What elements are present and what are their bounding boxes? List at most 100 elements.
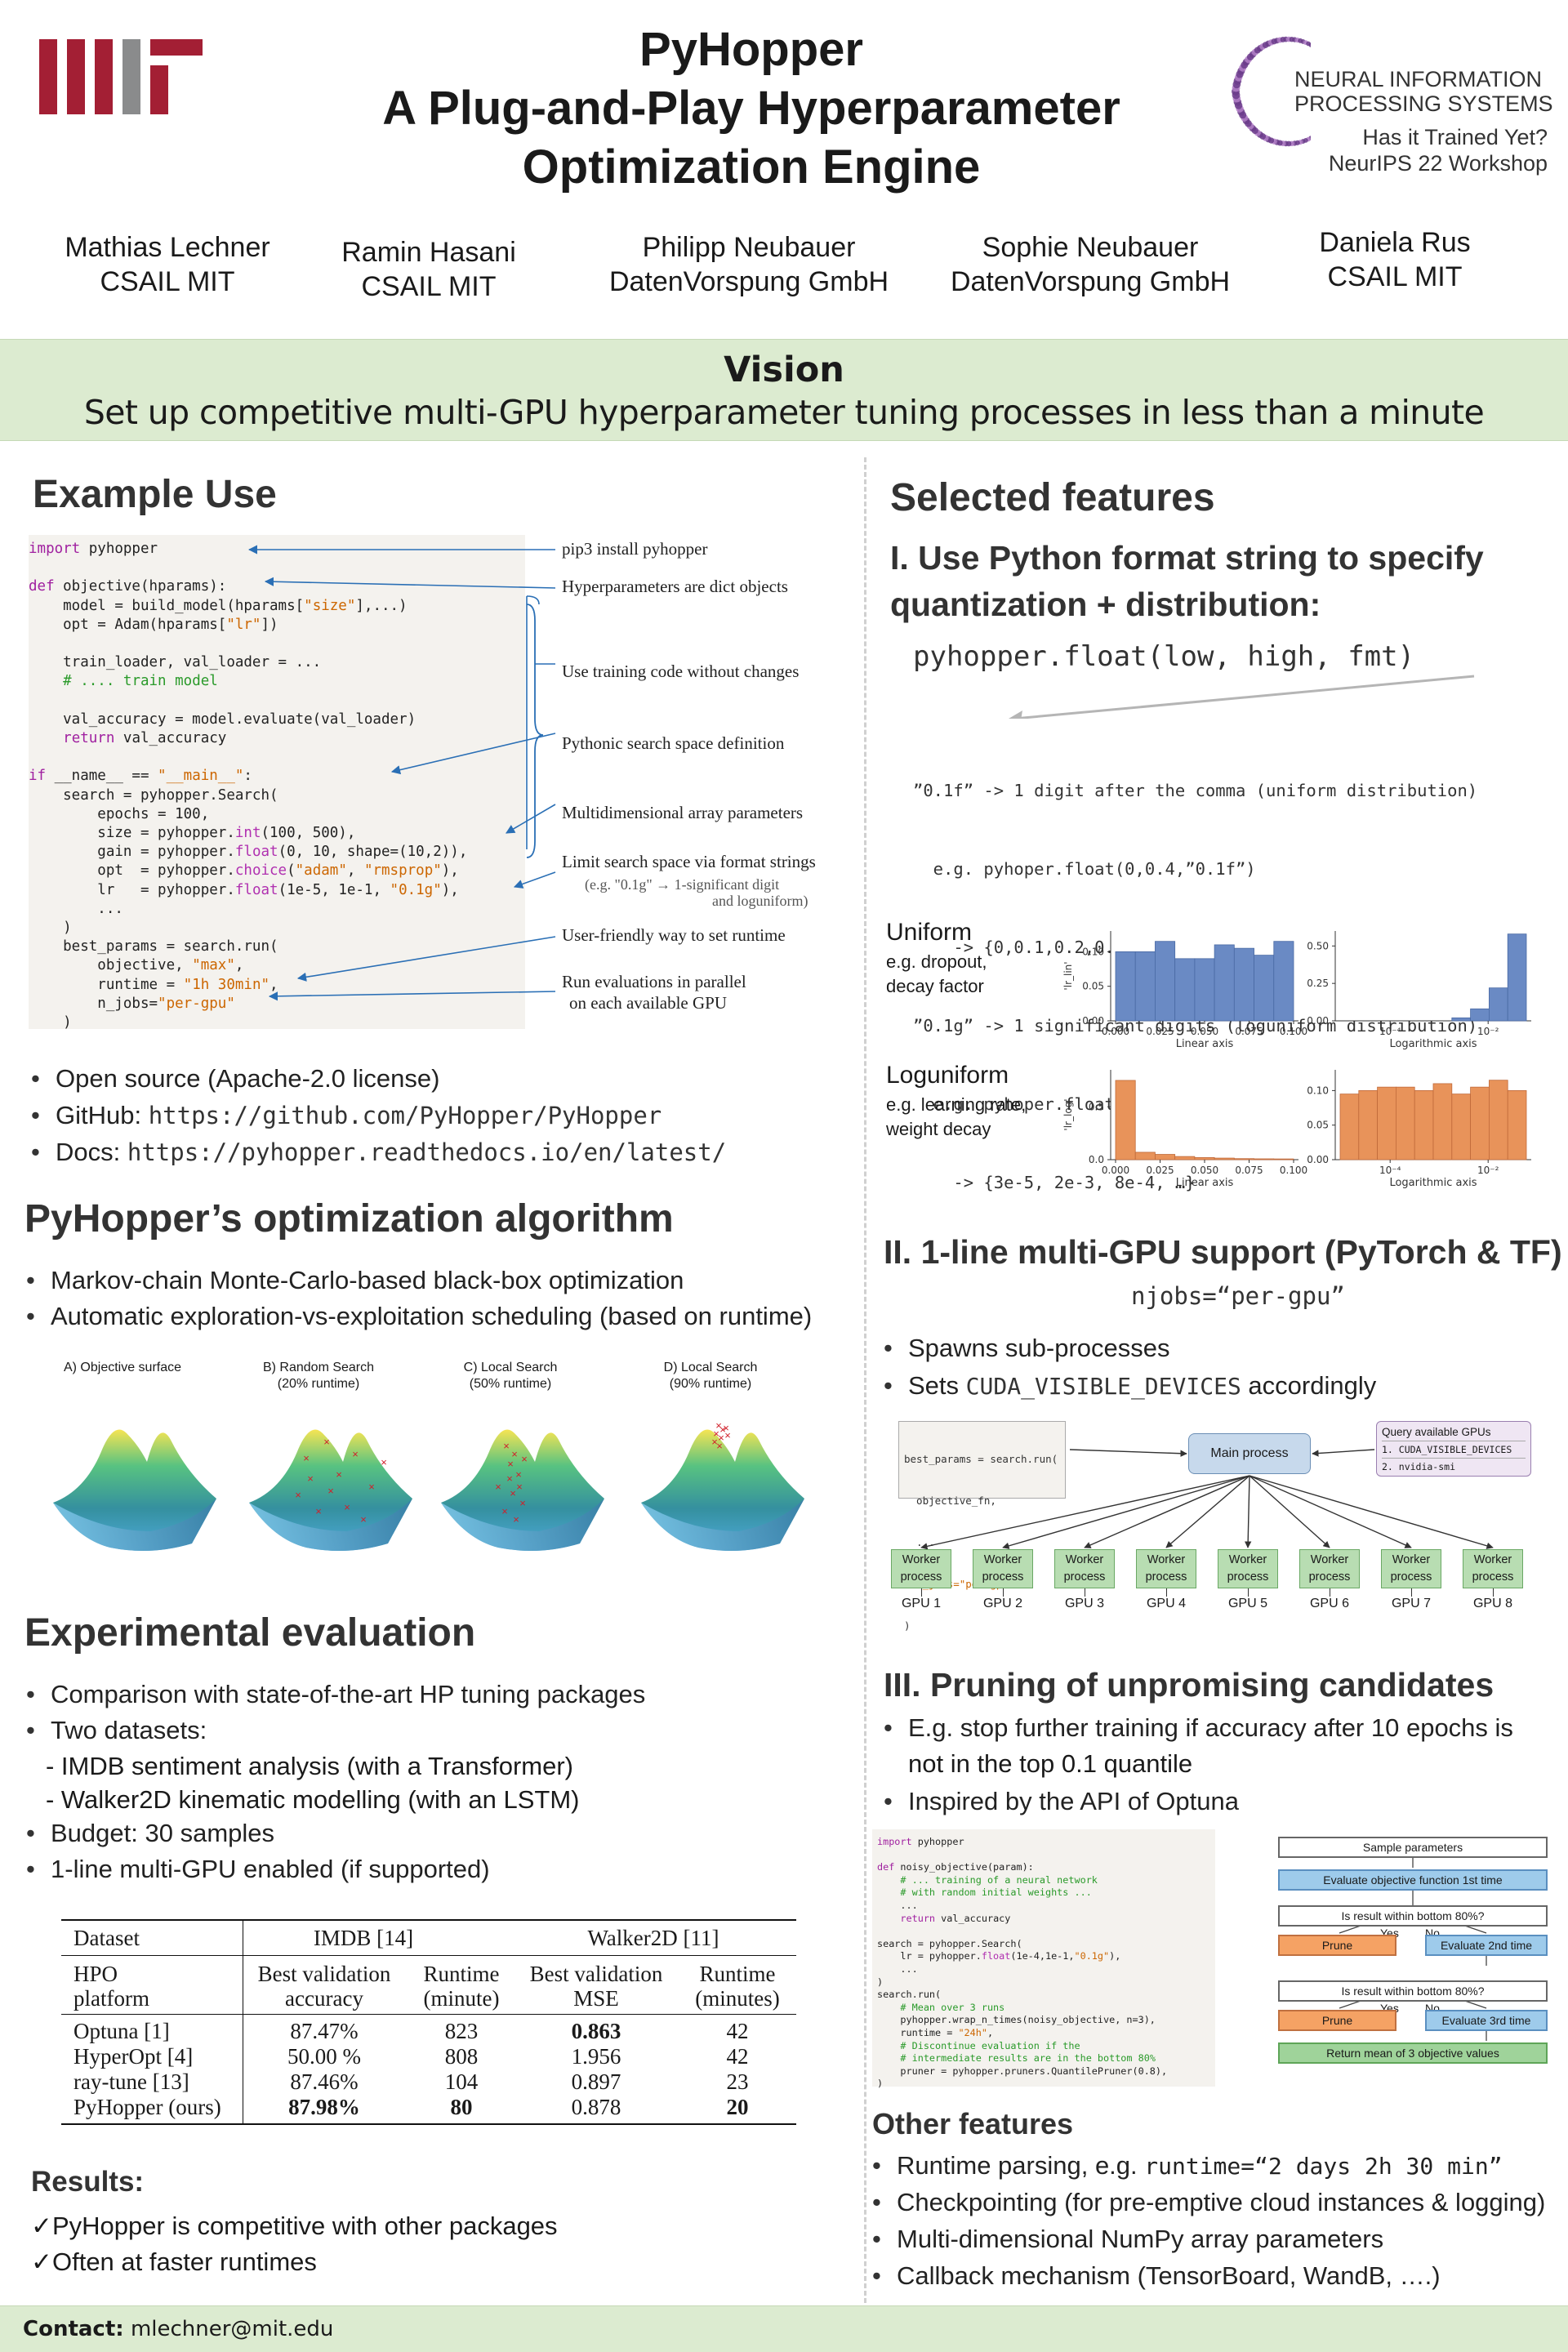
exp-bullet-1: Comparison with state-of-the-art HP tuni…	[26, 1680, 645, 1709]
worker-arrow	[1244, 1475, 1252, 1548]
sample-marker: ×	[713, 1428, 719, 1440]
panel-label: D) Local Search	[663, 1361, 758, 1374]
annotation-format-example-2: and loguniform)	[712, 893, 808, 909]
gpu-connector	[921, 1588, 922, 1597]
github-link[interactable]: https://github.com/PyHopper/PyHopper	[148, 1102, 662, 1129]
algorithm-bullet-1: Markov-chain Monte-Carlo-based black-box…	[26, 1266, 684, 1295]
example-use-title: Example Use	[33, 473, 277, 516]
bullet-text: Budget: 30 samples	[51, 1819, 275, 1847]
histogram-bar	[1273, 1158, 1294, 1160]
flow-question-1: Is result within bottom 80%?	[1278, 1905, 1548, 1927]
worker-label: Worker	[1147, 1553, 1186, 1566]
worker-label: process	[1472, 1570, 1514, 1584]
worker-process-box: Worker process	[891, 1549, 951, 1588]
histogram-bar	[1115, 951, 1136, 1022]
loguniform-label: Loguniform e.g. learning rate, weight de…	[886, 1062, 1026, 1140]
worker-arrow	[1084, 1475, 1250, 1548]
worker-label: process	[1308, 1570, 1351, 1584]
y-axis-label: 'lr_lin'	[1062, 961, 1074, 990]
worker-arrow	[1249, 1475, 1494, 1549]
sample-marker: ×	[519, 1497, 526, 1509]
surface-panel: ××××××××××××	[249, 1429, 412, 1551]
worker-arrow	[1165, 1475, 1250, 1548]
format-line: e.g. pyhoper.float(0,0.4,”0.1f”)	[913, 859, 1256, 879]
gpu-connector	[1003, 1588, 1004, 1597]
annotation-format-example: (e.g. "0.1g" → 1-significant digit	[585, 876, 780, 893]
x-tick-label: 0.000	[1102, 1026, 1129, 1037]
feature-1-title-line-2: quantization + distribution:	[890, 586, 1321, 623]
author-5: Daniela Rus CSAIL MIT	[1240, 225, 1550, 294]
surface-panel	[53, 1429, 216, 1551]
author-name: Ramin Hasani	[341, 237, 516, 268]
docs-link[interactable]: https://pyhopper.readthedocs.io/en/lates…	[127, 1138, 727, 1166]
uniform-desc-2: decay factor	[886, 976, 984, 996]
panel-sublabel: (50% runtime)	[469, 1377, 552, 1391]
x-tick-label: 0.050	[1191, 1165, 1218, 1176]
bullet-github: GitHub: https://github.com/PyHopper/PyHo…	[31, 1101, 662, 1130]
histogram-bar	[1507, 1089, 1527, 1160]
worker-arrow	[1002, 1475, 1250, 1549]
histogram-bar	[1470, 1086, 1490, 1160]
sample-marker: ×	[521, 1453, 528, 1465]
table-header-imdb: IMDB [14]	[313, 1926, 414, 1950]
table-body: Optuna [1] 87.47% 823 0.863 42 HyperOpt [4] 50…	[61, 2019, 796, 2125]
table-cell: 808	[444, 2044, 479, 2069]
bullet-text-after: accordingly	[1241, 1371, 1377, 1400]
sample-marker: ×	[503, 1440, 510, 1452]
table-col-runtime2: Runtime (minutes)	[680, 1962, 795, 2011]
flow-eval-3: Evaluate 3rd time	[1425, 2010, 1548, 2031]
sample-marker: ×	[381, 1456, 387, 1468]
other-feature-checkpointing: Checkpointing (for pre-emptive cloud ins…	[872, 2188, 1545, 2217]
neurips-dot	[1308, 42, 1311, 47]
y-tick-label: 0.05	[1082, 981, 1104, 992]
sample-marker: ×	[711, 1436, 718, 1448]
y-tick-label: 0.00	[1307, 1015, 1329, 1027]
th-line: Best validation	[529, 1962, 663, 1986]
x-axis-label: Linear axis	[1176, 1177, 1234, 1189]
loguniform-desc-2: weight decay	[886, 1119, 991, 1139]
table-cell: 0.863	[571, 2019, 621, 2043]
histogram-bar	[1134, 951, 1156, 1022]
histogram-bar	[1414, 1089, 1434, 1160]
author-3: Philipp Neubauer DatenVorspung GmbH	[594, 230, 904, 299]
gpu-label: GPU 5	[1227, 1597, 1267, 1610]
workshop-line-2: NeurIPS 22 Workshop	[1328, 151, 1548, 176]
format-line: ”0.1f” -> 1 digit after the comma (unifo…	[913, 781, 1478, 800]
worker-label: Worker	[902, 1553, 941, 1566]
gpu-label: GPU 3	[1064, 1597, 1104, 1610]
gpu-bullet-2: Sets CUDA_VISIBLE_DEVICES accordingly	[884, 1371, 1376, 1401]
results-title: Results:	[31, 2166, 145, 2198]
th-line: platform	[74, 1986, 149, 2011]
table-row-label: PyHopper (ours)	[74, 2095, 221, 2119]
author-name: Daniela Rus	[1319, 227, 1471, 258]
panel-label: B) Random Search	[262, 1361, 375, 1374]
histogram-bar	[1214, 944, 1235, 1022]
distribution-histograms: 0.00 0.05 0.10 0.000 0.025 0.050 0.075 0.100 Lin…	[1062, 931, 1531, 1189]
surface-plots: ××××××××××××××××××××××××××××××××	[53, 1419, 804, 1551]
annotation-format-strings: Limit search space via format strings	[562, 852, 816, 871]
author-affiliation: CSAIL MIT	[361, 271, 497, 302]
panel-sublabel: (90% runtime)	[669, 1377, 752, 1391]
worker-arrow	[920, 1475, 1250, 1550]
histogram-bar	[1470, 1008, 1490, 1022]
contact-email[interactable]: mlechner@mit.edu	[130, 2317, 334, 2341]
result-2: ✓Often at faster runtimes	[31, 2247, 317, 2276]
x-axis-label: Linear axis	[1176, 1038, 1234, 1050]
code-line: )	[904, 1619, 911, 1632]
th-line: HPO	[74, 1962, 118, 1986]
th-line: (minute)	[423, 1986, 500, 2011]
x-axis-label: Logarithmic axis	[1389, 1177, 1477, 1189]
uniform-label: Uniform e.g. dropout, decay factor	[886, 919, 987, 997]
author-name: Mathias Lechner	[65, 232, 270, 263]
histogram: 0.00 0.05 0.10 0.000 0.025 0.050 0.075 0.100 Lin…	[1062, 931, 1307, 1050]
histogram-bar	[1451, 1094, 1472, 1160]
query-title: Query available GPUs	[1382, 1426, 1491, 1438]
table-col-acc: Best validation accuracy	[243, 1962, 406, 2011]
table-cell: 20	[726, 2095, 749, 2119]
sample-marker: ×	[516, 1481, 523, 1493]
y-tick-label: 0.5	[1089, 1101, 1104, 1112]
bullet-text: Two datasets:	[51, 1716, 207, 1744]
histogram-bar	[1488, 987, 1508, 1022]
title-line-2: A Plug-and-Play Hyperparameter	[382, 82, 1120, 135]
histogram-bar	[1273, 941, 1294, 1022]
